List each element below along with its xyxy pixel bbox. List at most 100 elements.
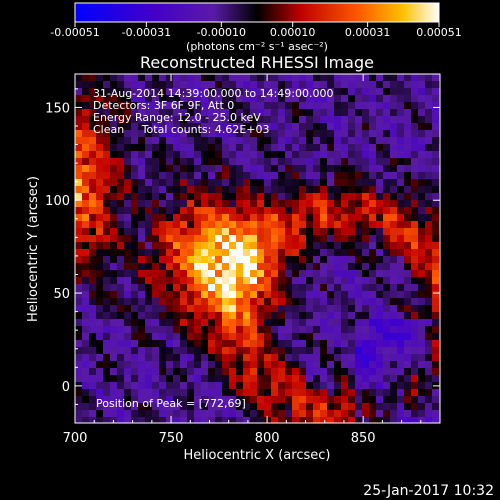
heatmap-cell	[327, 319, 335, 327]
heatmap-cell	[124, 123, 132, 131]
heatmap-cell	[306, 235, 314, 243]
heatmap-cell	[229, 242, 237, 250]
heatmap-cell	[250, 109, 258, 117]
heatmap-cell	[110, 270, 118, 278]
heatmap-cell	[264, 298, 272, 306]
heatmap-cell	[271, 312, 279, 320]
heatmap-cell	[432, 361, 440, 369]
heatmap-cell	[180, 333, 188, 341]
heatmap-cell	[145, 361, 153, 369]
heatmap-cell	[285, 368, 293, 376]
heatmap-cell	[418, 347, 426, 355]
heatmap-cell	[264, 242, 272, 250]
heatmap-cell	[110, 123, 118, 131]
heatmap-cell	[306, 382, 314, 390]
heatmap-cell	[138, 277, 146, 285]
heatmap-cell	[138, 326, 146, 334]
heatmap-cell	[166, 410, 174, 418]
heatmap-cell	[145, 284, 153, 292]
heatmap-cell	[117, 186, 125, 194]
heatmap-cell	[173, 95, 181, 103]
heatmap-cell	[222, 284, 230, 292]
heatmap-cell	[208, 116, 216, 124]
heatmap-cell	[201, 158, 209, 166]
heatmap-cell	[390, 382, 398, 390]
heatmap-cell	[425, 249, 433, 257]
heatmap-cell	[117, 319, 125, 327]
heatmap-cell	[404, 109, 412, 117]
annotation-total-counts: Clean Total counts: 4.62E+03	[93, 123, 270, 136]
heatmap-cell	[362, 228, 370, 236]
heatmap-cell	[117, 354, 125, 362]
heatmap-cell	[96, 81, 104, 89]
heatmap-cell	[180, 396, 188, 404]
heatmap-cell	[425, 221, 433, 229]
heatmap-cell	[341, 221, 349, 229]
heatmap-cell	[299, 193, 307, 201]
heatmap-cell	[292, 305, 300, 313]
heatmap-cell	[341, 368, 349, 376]
heatmap-cell	[397, 368, 405, 376]
heatmap-cell	[152, 263, 160, 271]
heatmap-cell	[82, 102, 90, 110]
heatmap-cell	[131, 179, 139, 187]
heatmap-cell	[418, 242, 426, 250]
heatmap-cell	[306, 312, 314, 320]
heatmap-cell	[362, 417, 370, 423]
heatmap-cell	[243, 319, 251, 327]
heatmap-cell	[327, 410, 335, 418]
heatmap-cell	[159, 389, 167, 397]
heatmap-cell	[383, 396, 391, 404]
heatmap-cell	[201, 109, 209, 117]
heatmap-cell	[194, 144, 202, 152]
heatmap-cell	[299, 305, 307, 313]
heatmap-cell	[145, 200, 153, 208]
heatmap-cell	[82, 228, 90, 236]
heatmap-cell	[362, 95, 370, 103]
heatmap-cell	[404, 144, 412, 152]
heatmap-cell	[362, 333, 370, 341]
heatmap-cell	[264, 165, 272, 173]
heatmap-cell	[306, 368, 314, 376]
heatmap-cell	[383, 165, 391, 173]
heatmap-cell	[75, 291, 83, 299]
heatmap-cell	[271, 291, 279, 299]
heatmap-cell	[425, 277, 433, 285]
heatmap-cell	[425, 340, 433, 348]
heatmap-cell	[299, 368, 307, 376]
heatmap-cell	[397, 340, 405, 348]
heatmap-cell	[292, 354, 300, 362]
heatmap-cell	[411, 95, 419, 103]
heatmap-cell	[215, 389, 223, 397]
heatmap-cell	[75, 144, 83, 152]
heatmap-cell	[89, 396, 97, 404]
heatmap-cell	[215, 333, 223, 341]
heatmap-cell	[124, 368, 132, 376]
heatmap-cell	[201, 354, 209, 362]
heatmap-cell	[425, 130, 433, 138]
heatmap-cell	[264, 81, 272, 89]
heatmap-cell	[187, 109, 195, 117]
heatmap-cell	[131, 312, 139, 320]
heatmap-cell	[271, 74, 279, 82]
colorbar-tick-label: -0.00010	[197, 26, 246, 39]
heatmap-cell	[110, 354, 118, 362]
heatmap-cell	[173, 312, 181, 320]
heatmap-cell	[236, 333, 244, 341]
heatmap-cell	[208, 368, 216, 376]
heatmap-cell	[299, 235, 307, 243]
heatmap-cell	[222, 193, 230, 201]
heatmap-cell	[236, 151, 244, 159]
heatmap-cell	[96, 340, 104, 348]
heatmap-cell	[292, 326, 300, 334]
heatmap-cell	[124, 242, 132, 250]
heatmap-cell	[250, 130, 258, 138]
heatmap-cell	[411, 354, 419, 362]
heatmap-cell	[369, 249, 377, 257]
heatmap-cell	[292, 144, 300, 152]
heatmap-cell	[82, 256, 90, 264]
heatmap-cell	[82, 242, 90, 250]
heatmap-cell	[313, 319, 321, 327]
heatmap-cell	[404, 340, 412, 348]
heatmap-cell	[166, 144, 174, 152]
